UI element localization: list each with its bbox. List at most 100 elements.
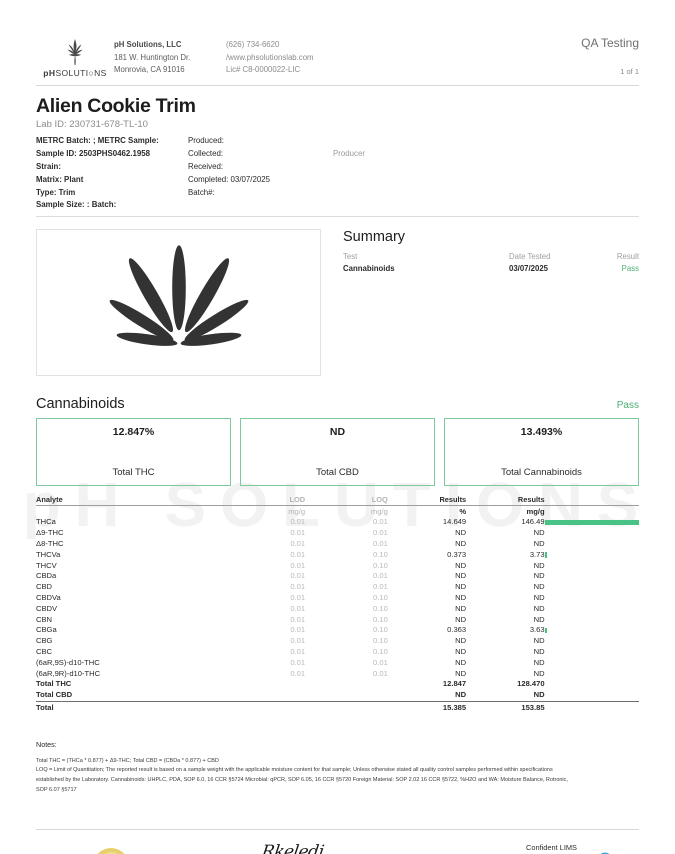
cannabinoids-title: Cannabinoids xyxy=(36,396,125,413)
analyte-table-body: mg/g mg/g % mg/g xyxy=(36,506,639,517)
cell-bar xyxy=(545,539,639,550)
notes-line-4: SOP 6.07 §5717 xyxy=(36,787,77,794)
cell-analyte: CBN xyxy=(36,614,53,624)
cell-lod: 0.01 xyxy=(290,539,306,549)
cell-loq: 0.01 xyxy=(373,571,388,581)
cell-result-pct: ND xyxy=(455,647,467,656)
cell-bar xyxy=(545,657,639,668)
summary-panel: Summary Test Date Tested Result Cannabin… xyxy=(321,229,639,376)
cell-lod: 0.01 xyxy=(290,657,306,667)
cell-loq: 0.10 xyxy=(373,647,388,656)
cell-result-pct: ND xyxy=(455,560,467,570)
potency-seal-icon: POTENCY IN SOLUTION xyxy=(97,848,125,854)
cell-result-mg: ND xyxy=(533,593,545,603)
cell-grand-pct: 15.385 xyxy=(387,700,467,714)
cell-analyte: Δ8-THC xyxy=(36,539,64,549)
cell-bar xyxy=(545,528,639,539)
unit-lod: mg/g xyxy=(288,506,306,516)
meta-strain: Strain: xyxy=(36,161,61,171)
analyte-table-header: Analyte LOD LOQ Results Results xyxy=(36,495,639,507)
cell-loq: 0.10 xyxy=(373,603,388,613)
summary-header-row: Test Date Tested Result xyxy=(343,252,639,261)
lab-license: Lic# C8-0000022-LIC xyxy=(226,65,301,75)
summary-result-badge: Pass xyxy=(621,264,639,274)
summary-test-name: Cannabinoids xyxy=(343,264,395,274)
cell-bar xyxy=(544,549,639,560)
analyte-row: (6aR,9S)-d10-THC 0.01 0.01 ND ND xyxy=(36,657,639,668)
analyte-row: Δ8-THC 0.01 0.01 ND ND xyxy=(36,539,639,550)
logo-leaf-icon xyxy=(67,39,83,65)
cell-analyte: CBDa xyxy=(36,571,57,581)
analyte-row: Δ9-THC 0.01 0.01 ND ND xyxy=(36,528,639,539)
cell-total-bar xyxy=(545,690,639,701)
meta-producer: Producer xyxy=(333,148,366,158)
cannabis-leaf-icon xyxy=(109,244,248,346)
cell-analyte: THCVa xyxy=(36,549,61,559)
cell-bar xyxy=(545,593,639,604)
page-indicator: 1 of 1 xyxy=(620,67,639,76)
cell-result-pct: ND xyxy=(455,668,467,678)
th-analyte: Analyte xyxy=(36,495,223,507)
cell-analyte: (6aR,9S)-d10-THC xyxy=(36,657,100,667)
cell-result-pct: 0.373 xyxy=(447,549,467,559)
lab-address-line2: Monrovia, CA 91016 xyxy=(114,65,185,75)
cell-analyte: CBDV xyxy=(36,603,58,613)
result-bar xyxy=(544,627,547,634)
cell-total-lod xyxy=(222,679,305,690)
lab-website[interactable]: /www.phsolutionslab.com xyxy=(226,52,314,62)
cell-analyte: CBG xyxy=(36,636,53,646)
potency-seal: POTENCY IN SOLUTION xyxy=(36,842,186,854)
notes-body: Total THC = (THCa * 0.877) + Δ9-THC; Tot… xyxy=(36,758,639,796)
lab-company-name: pH Solutions, LLC xyxy=(114,40,182,49)
cell-total-bar xyxy=(545,679,639,690)
summary-col-test: Test xyxy=(343,252,358,262)
grand-total-row: Total 15.385 153.85 xyxy=(36,700,639,714)
cell-total-pct: 12.847 xyxy=(442,679,467,689)
signature-block: Rkeledj Raquel Keledjian Lab Director 03… xyxy=(186,842,399,854)
qa-testing-label: QA Testing xyxy=(581,36,639,50)
sample-meta-col2: Produced: Collected: Received: Completed… xyxy=(188,135,333,212)
cell-lod: 0.01 xyxy=(290,614,306,624)
analyte-row: (6aR,9R)-d10-THC 0.01 0.01 ND ND xyxy=(36,668,639,679)
meta-spacer-2 xyxy=(333,135,639,148)
cell-total-pct: ND xyxy=(455,690,467,700)
sample-meta: METRC Batch: ; METRC Sample: Sample ID: … xyxy=(36,135,639,212)
lab-address-block: pH Solutions, LLC 181 W. Huntington Dr. … xyxy=(114,36,226,77)
document-header: pHSOLUTI○NS pH Solutions, LLC 181 W. Hun… xyxy=(36,0,639,78)
qa-block: QA Testing 1 of 1 xyxy=(519,36,639,76)
lims-info: Confident LIMS All Rights Reserved coa.s… xyxy=(399,842,577,854)
signature-mark: Rkeledj xyxy=(260,842,325,854)
analyte-row: CBG 0.01 0.10 ND ND xyxy=(36,636,639,647)
cell-result-pct: ND xyxy=(455,571,467,581)
cell-loq: 0.10 xyxy=(373,636,388,646)
cell-bar xyxy=(545,582,639,593)
card-total-thc-value: 12.847% xyxy=(112,426,155,439)
cell-result-mg: ND xyxy=(533,560,545,570)
cell-result-mg: ND xyxy=(533,528,545,538)
totals-rows: Total THC 12.847 128.470 Total CBD ND ND Total… xyxy=(36,679,639,714)
cell-loq: 0.01 xyxy=(373,582,388,592)
cell-grand-bar xyxy=(544,700,639,714)
summary-date-tested: 03/07/2025 xyxy=(509,264,549,274)
unit-pct: % xyxy=(459,506,467,516)
cell-lod: 0.01 xyxy=(290,560,306,570)
cell-loq: 0.01 xyxy=(373,517,388,527)
cell-bar xyxy=(544,517,639,528)
cell-analyte: CBD xyxy=(36,582,53,592)
analyte-row: CBC 0.01 0.10 ND ND xyxy=(36,647,639,658)
logo-ph: pH xyxy=(43,68,56,78)
analyte-row: CBD 0.01 0.01 ND ND xyxy=(36,582,639,593)
notes-label: Notes: xyxy=(36,739,57,749)
cell-loq: 0.10 xyxy=(373,625,388,635)
cell-analyte: THCV xyxy=(36,560,57,570)
cell-grand-loq xyxy=(305,700,388,714)
cell-lod: 0.01 xyxy=(290,571,306,581)
notes-line-2: LOQ = Limit of Quantitation; The reporte… xyxy=(36,767,553,774)
cell-bar xyxy=(545,636,639,647)
cell-bar xyxy=(545,668,639,679)
cell-result-pct: ND xyxy=(455,636,467,646)
analyte-rows: THCa 0.01 0.01 14.649 146.49 Δ9-THC 0.01 0.01 ND… xyxy=(36,517,639,679)
cell-result-mg: ND xyxy=(533,668,545,678)
confident-logo: confident xyxy=(577,842,639,854)
